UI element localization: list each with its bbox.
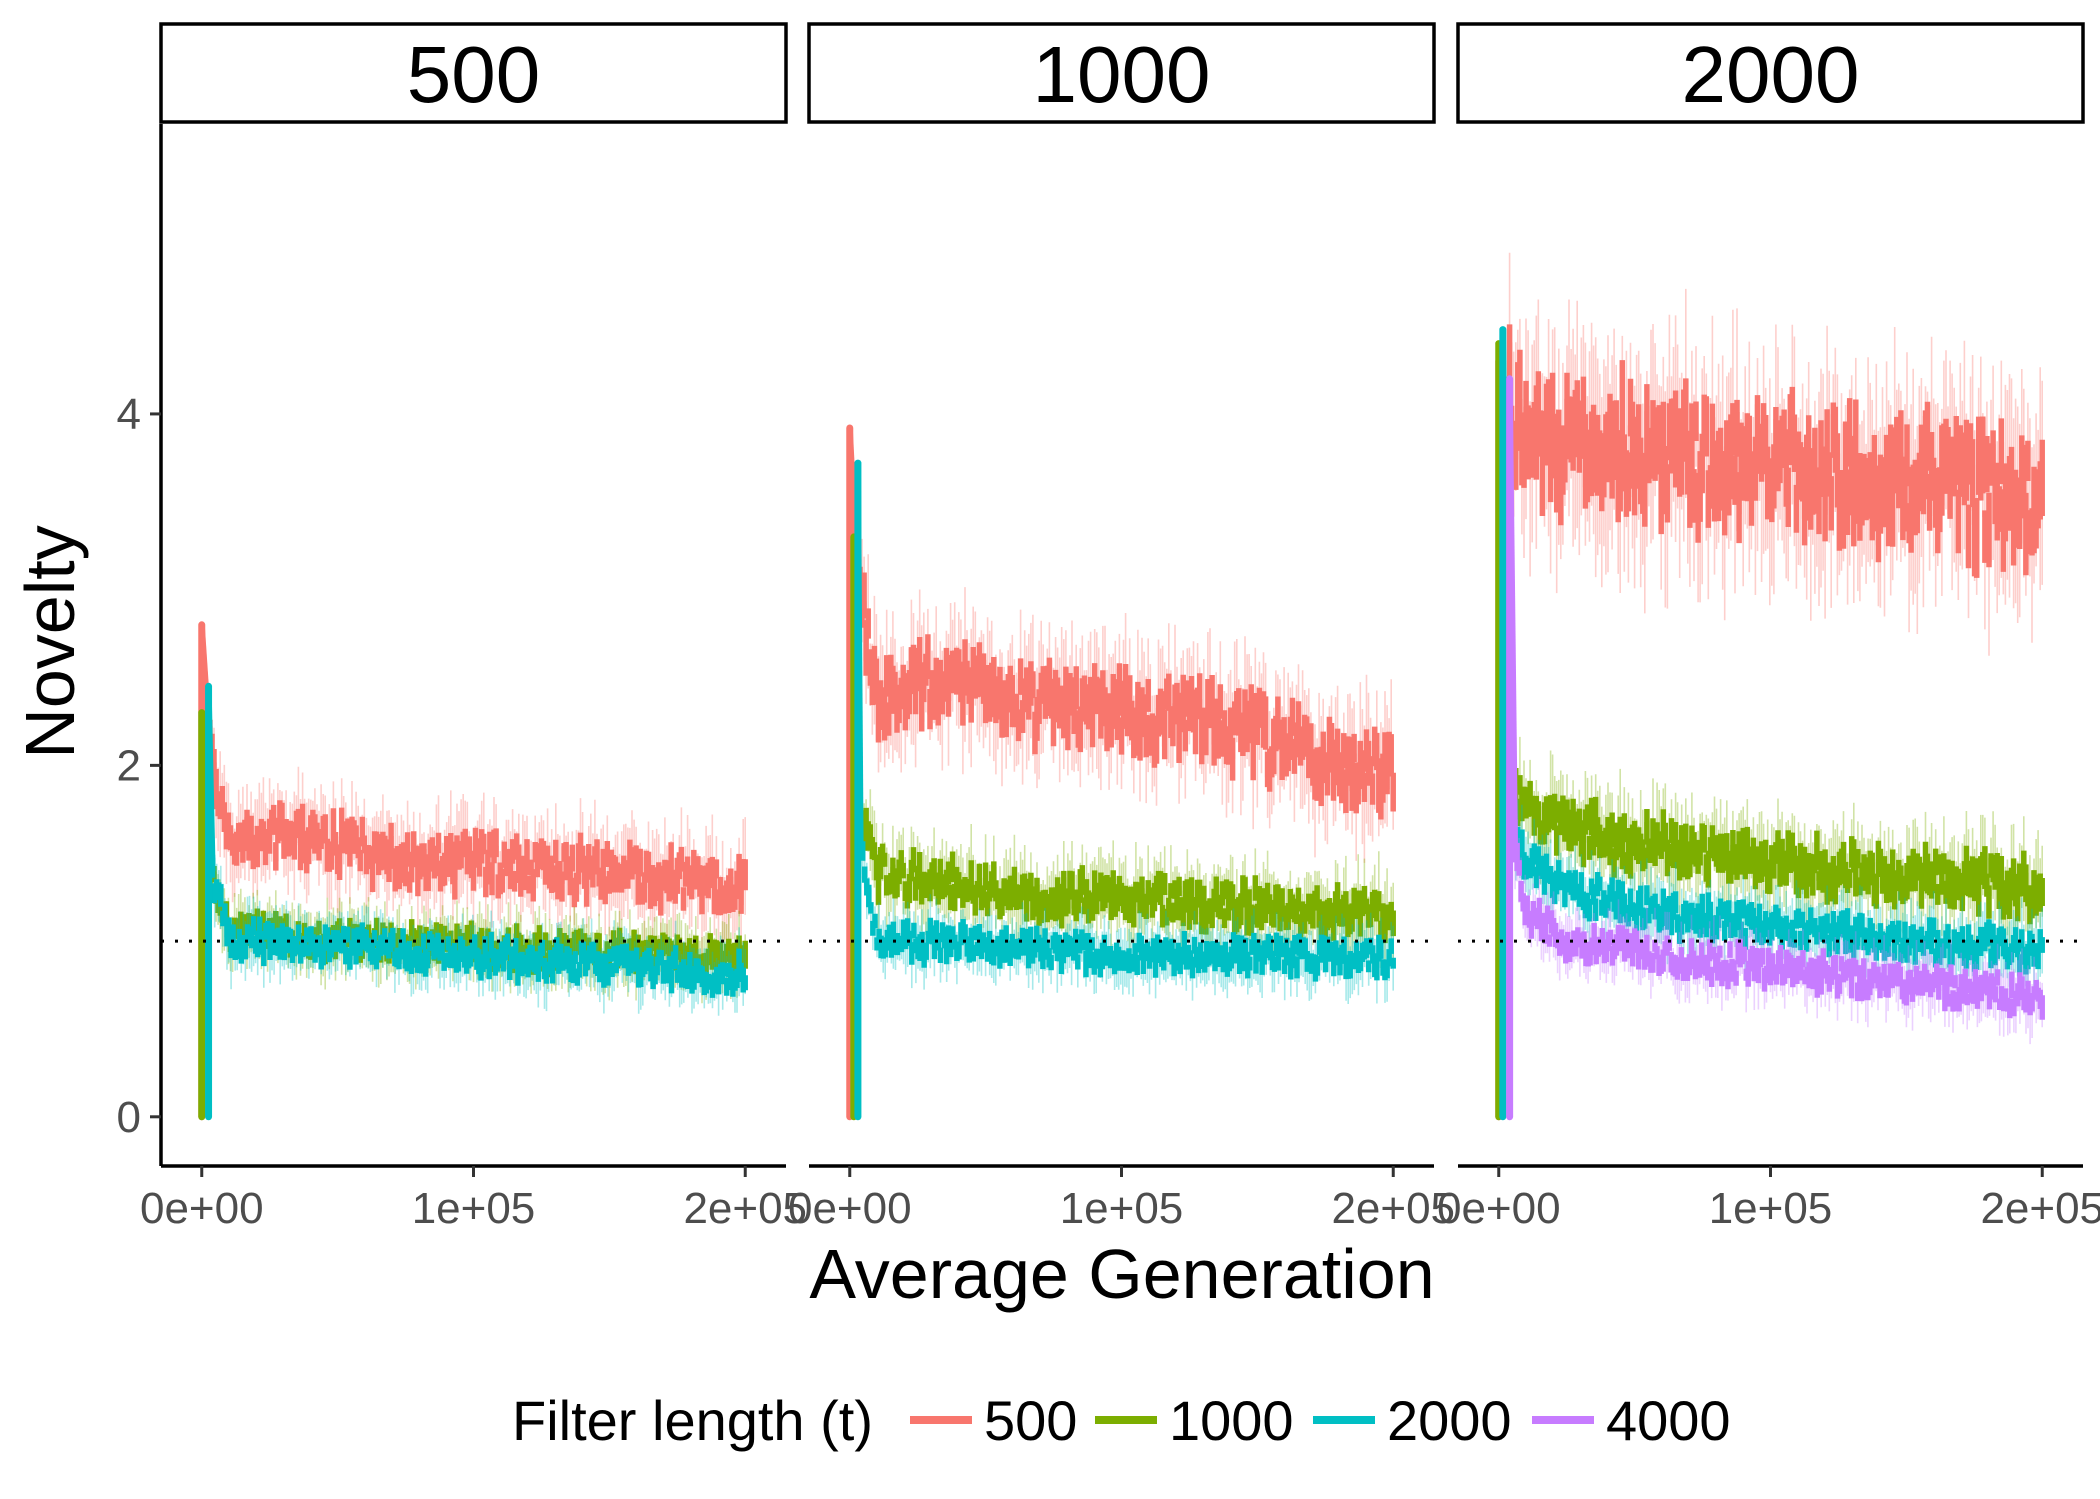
- series-500: [198, 621, 748, 1121]
- x-tick-label: 2e+05: [683, 1184, 807, 1233]
- legend-entry-4000: 4000: [1532, 1389, 1731, 1452]
- x-tick-label: 1e+05: [1709, 1184, 1833, 1233]
- legend-entry-500: 500: [910, 1389, 1077, 1452]
- facet-strip: [807, 22, 1436, 124]
- facet-strip: [159, 22, 788, 124]
- legend-label: 4000: [1606, 1389, 1731, 1452]
- panel-1000: 1000 0e+00 1e+05 2e+05: [788, 22, 1455, 1233]
- legend-entries: 500 1000 2000 4000: [910, 1389, 1731, 1452]
- y-axis: 0 2 4: [117, 124, 163, 1166]
- legend-entry-2000: 2000: [1313, 1389, 1512, 1452]
- panel-2000: 2000 0e+00 1e+05 2e+05: [1437, 22, 2100, 1233]
- y-axis-title: Novelty: [11, 525, 89, 758]
- facet-label: 1000: [1033, 30, 1211, 119]
- y-tick-label: 0: [117, 1093, 141, 1142]
- series-spike-decay: [854, 463, 864, 854]
- legend-entry-1000: 1000: [1095, 1389, 1294, 1452]
- series-spike-decay: [205, 686, 216, 871]
- legend-label: 1000: [1169, 1389, 1294, 1452]
- x-tick-label: 0e+00: [788, 1184, 912, 1233]
- series-line: [855, 566, 1396, 820]
- series-2000: [205, 682, 748, 1121]
- legend-title: Filter length (t): [512, 1389, 873, 1452]
- series-1000: [850, 533, 1396, 1121]
- panel-500: 500 0e+00 1e+05 2e+05: [140, 22, 807, 1233]
- x-tick-label: 2e+05: [1331, 1184, 1455, 1233]
- series-spike-decay: [1506, 378, 1519, 854]
- x-axis-title: Average Generation: [809, 1235, 1434, 1313]
- series-500: [846, 424, 1396, 1121]
- y-tick-label: 4: [117, 390, 141, 439]
- y-tick-label: 2: [117, 741, 141, 790]
- x-tick-label: 2e+05: [1980, 1184, 2100, 1233]
- x-tick-label: 0e+00: [140, 1184, 264, 1233]
- series-4000: [1506, 375, 2045, 1121]
- series-line: [1506, 324, 2045, 578]
- x-tick-label: 0e+00: [1437, 1184, 1561, 1233]
- legend-label: 500: [984, 1389, 1077, 1452]
- x-tick-label: 1e+05: [412, 1184, 536, 1233]
- facet-strip: [1456, 22, 2085, 124]
- legend: Filter length (t) 500 1000 2000 4000: [512, 1389, 1731, 1452]
- x-tick-label: 1e+05: [1060, 1184, 1184, 1233]
- series-line: [1512, 842, 2045, 1020]
- series-2000: [854, 459, 1396, 1121]
- facet-label: 500: [407, 30, 540, 119]
- facet-label: 2000: [1682, 30, 1860, 119]
- legend-label: 2000: [1387, 1389, 1512, 1452]
